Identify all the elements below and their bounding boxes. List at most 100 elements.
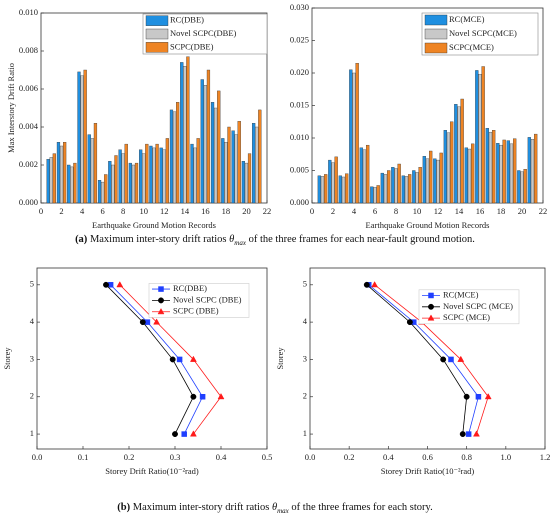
y-tick-label: 0.005 xyxy=(290,164,309,174)
bar xyxy=(373,187,377,204)
bar xyxy=(159,147,163,204)
bar xyxy=(90,138,94,204)
plot-frame xyxy=(36,267,268,450)
bar xyxy=(422,156,426,204)
caption-subscript: max xyxy=(277,507,289,516)
x-tick-label: 6 xyxy=(101,206,105,216)
bar xyxy=(530,139,535,204)
legend-label: SCPC(DBE) xyxy=(170,41,214,51)
bar xyxy=(534,133,538,204)
caption-text: Maximum inter-story drift ratios xyxy=(89,234,227,245)
bar xyxy=(142,153,146,204)
bar xyxy=(387,170,391,204)
x-tick-label: 0.4 xyxy=(216,452,227,462)
marker xyxy=(465,431,472,437)
bar xyxy=(80,75,84,204)
bar xyxy=(247,153,252,204)
bar xyxy=(520,171,524,204)
bar xyxy=(231,130,235,204)
legend-marker xyxy=(428,292,434,299)
y-tick-label: 5 xyxy=(303,279,307,289)
y-tick-label: 0.006 xyxy=(19,83,38,93)
y-axis-title: Max Interstory Drift Ratio xyxy=(6,63,16,153)
y-tick-label: 0.000 xyxy=(290,197,309,207)
bar xyxy=(217,90,221,204)
x-tick-label: 22 xyxy=(539,206,548,216)
legend-swatch xyxy=(145,15,169,26)
bar xyxy=(349,69,353,204)
caption: (a) Maximum inter-story drift ratios θma… xyxy=(0,234,550,247)
legend-label: RC(DBE) xyxy=(170,15,204,25)
bar xyxy=(176,102,180,204)
marker xyxy=(103,281,109,288)
marker xyxy=(457,355,465,362)
y-tick-label: 1 xyxy=(303,428,307,438)
y-axis-title: Storey xyxy=(2,347,12,370)
bar xyxy=(523,169,527,204)
legend-swatch xyxy=(424,28,448,40)
x-tick-label: 14 xyxy=(181,206,190,216)
bar xyxy=(488,131,493,204)
bar xyxy=(401,175,405,204)
bar xyxy=(241,161,245,204)
marker xyxy=(363,281,370,288)
bar xyxy=(183,66,187,204)
x-tick-label: 0.0 xyxy=(32,452,43,462)
bar xyxy=(67,164,71,204)
legend-label: Novel SCPC(MCE) xyxy=(449,28,517,38)
y-tick-label: 5 xyxy=(30,279,34,289)
legend-label: Novel SCPC(DBE) xyxy=(170,28,237,38)
bar xyxy=(172,111,177,204)
y-tick-label: 0.002 xyxy=(19,159,38,169)
bar xyxy=(200,79,204,204)
marker xyxy=(371,281,379,288)
bar xyxy=(499,144,503,204)
bar xyxy=(165,138,169,204)
bar xyxy=(506,140,510,204)
x-tick-label: 0.3 xyxy=(170,452,181,462)
bar xyxy=(436,159,440,204)
legend-swatch xyxy=(145,42,169,53)
x-tick-label: 18 xyxy=(222,206,231,216)
bar xyxy=(210,102,215,204)
marker xyxy=(484,393,492,400)
bar xyxy=(104,174,108,204)
bar xyxy=(362,149,367,204)
x-tick-label: 0.2 xyxy=(344,452,355,462)
bar xyxy=(73,162,77,204)
bar xyxy=(317,175,321,204)
bar xyxy=(237,121,241,204)
bar xyxy=(376,185,380,204)
marker xyxy=(181,431,187,437)
x-tick-label: 0.0 xyxy=(305,452,316,462)
bar xyxy=(496,143,500,204)
marker xyxy=(217,393,225,400)
x-tick-label: 0.6 xyxy=(422,452,433,462)
legend-marker xyxy=(427,314,435,321)
legend-label: RC(DBE) xyxy=(173,283,207,293)
y-tick-label: 0.030 xyxy=(290,2,309,12)
legend-label: RC(MCE) xyxy=(449,14,485,24)
bar xyxy=(196,138,200,204)
x-tick-label: 12 xyxy=(160,206,169,216)
caption-text: of the three frames for each story. xyxy=(291,502,433,513)
bar xyxy=(214,107,218,204)
bar xyxy=(464,147,468,204)
bar xyxy=(418,167,422,204)
bar xyxy=(97,180,102,204)
bar xyxy=(114,155,118,204)
bar xyxy=(425,158,430,204)
caption: (b) Maximum inter-story drift ratios θma… xyxy=(0,502,550,515)
marker xyxy=(153,318,161,325)
legend-label: Novel SCPC (DBE) xyxy=(173,294,242,304)
bar xyxy=(131,164,136,204)
bar xyxy=(152,147,156,204)
x-tick-label: 16 xyxy=(476,206,485,216)
bar xyxy=(433,158,437,204)
y-tick-label: 0.015 xyxy=(290,99,309,109)
bar xyxy=(328,159,332,204)
bar xyxy=(359,147,363,204)
x-axis-title: Earthquake Ground Motion Records xyxy=(92,220,216,230)
